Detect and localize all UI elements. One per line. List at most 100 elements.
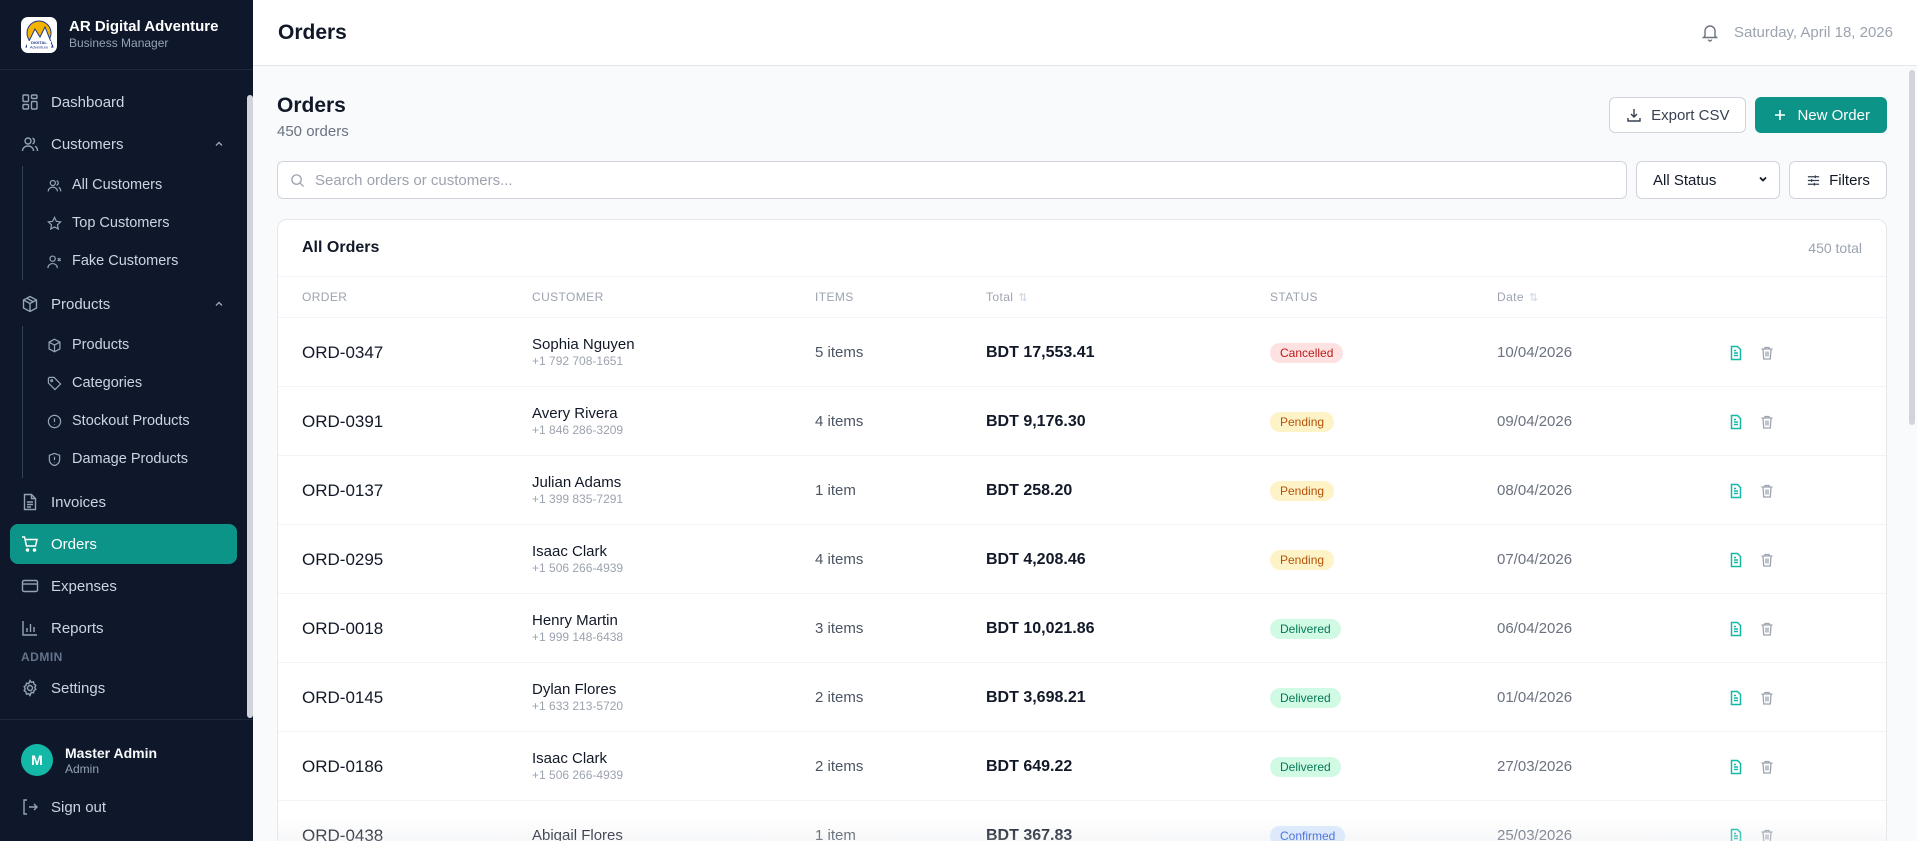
sidebar-item-label: Settings [51,679,106,697]
sign-out-button[interactable]: Sign out [0,798,253,816]
table-row[interactable]: ORD-0186 Isaac Clark +1 506 266-4939 2 i… [278,732,1886,801]
sidebar-item-products-list[interactable]: Products [23,326,247,364]
trash-icon[interactable] [1759,759,1775,775]
invoice-icon[interactable] [1728,759,1744,775]
order-date: 06/04/2026 [1497,620,1573,637]
customer-cell: Avery Rivera +1 846 286-3209 [532,387,623,456]
bell-icon[interactable] [1700,22,1720,42]
table-row[interactable]: ORD-0347 Sophia Nguyen +1 792 708-1651 5… [278,318,1886,387]
order-date: 25/03/2026 [1497,827,1573,841]
status-badge: Delivered [1270,756,1341,777]
sidebar-item-customers[interactable]: Customers [10,124,237,164]
orders-count: 450 orders [277,123,349,140]
sidebar-item-stockout-products[interactable]: Stockout Products [23,402,247,440]
invoice-icon[interactable] [1728,552,1744,568]
table-row[interactable]: ORD-0018 Henry Martin +1 999 148-6438 3 … [278,594,1886,663]
export-csv-label: Export CSV [1651,106,1730,124]
svg-text:Adventure: Adventure [30,44,49,49]
sidebar-item-products[interactable]: Products [10,284,237,324]
trash-icon[interactable] [1759,483,1775,499]
order-id[interactable]: ORD-0145 [302,687,384,707]
user-profile[interactable]: M Master Admin Admin [0,744,253,776]
orders-table-card: All Orders 450 total ORDER CUSTOMER ITEM… [277,219,1887,841]
invoice-icon[interactable] [1728,621,1744,637]
users-icon [21,135,39,153]
sidebar-item-reports[interactable]: Reports [10,608,237,648]
new-order-button[interactable]: New Order [1755,97,1887,133]
sidebar-item-label: Products [51,295,111,313]
orders-toolbar: All Status Filters [277,161,1887,199]
invoice-icon[interactable] [1728,345,1744,361]
sidebar-item-label: Stockout Products [72,413,190,429]
invoice-icon[interactable] [1728,690,1744,706]
svg-text:DIGITAL: DIGITAL [31,40,47,45]
customer-name: Julian Adams [532,474,622,491]
main-scrollbar[interactable] [1909,70,1915,425]
customer-name: Sophia Nguyen [532,336,635,353]
customer-phone: +1 633 213-5720 [532,699,624,713]
sidebar-item-fake-customers[interactable]: Fake Customers [23,242,247,280]
item-count: 1 item [815,827,856,841]
status-cell: Delivered [1270,732,1341,801]
order-id[interactable]: ORD-0347 [302,342,384,362]
sidebar-item-expenses[interactable]: Expenses [10,566,237,606]
sidebar-item-orders[interactable]: Orders [10,524,237,564]
sidebar-scrollbar[interactable] [247,95,253,718]
filters-button[interactable]: Filters [1789,161,1887,199]
sidebar-item-all-customers[interactable]: All Customers [23,166,247,204]
products-submenu: Products Categories Stockout Products Da… [22,326,247,478]
trash-icon[interactable] [1759,828,1775,841]
sidebar-item-settings[interactable]: Settings [10,668,237,708]
customer-name: Isaac Clark [532,543,608,560]
order-total: BDT 649.22 [986,757,1073,775]
table-row[interactable]: ORD-0145 Dylan Flores +1 633 213-5720 2 … [278,663,1886,732]
invoice-icon[interactable] [1728,828,1744,841]
header-title: Orders [278,20,347,44]
trash-icon[interactable] [1759,621,1775,637]
order-id[interactable]: ORD-0137 [302,480,384,500]
column-header-customer: CUSTOMER [532,290,604,304]
sidebar-item-categories[interactable]: Categories [23,364,247,402]
column-header-total[interactable]: Total ⇅ [986,290,1028,304]
customer-name: Abigail Flores [532,826,623,841]
export-csv-button[interactable]: Export CSV [1609,97,1747,133]
order-id[interactable]: ORD-0018 [302,618,384,638]
invoice-icon[interactable] [1728,414,1744,430]
sidebar-item-top-customers[interactable]: Top Customers [23,204,247,242]
status-badge: Delivered [1270,687,1341,708]
customer-cell: Dylan Flores +1 633 213-5720 [532,663,623,732]
status-cell: Delivered [1270,663,1341,732]
order-id[interactable]: ORD-0391 [302,411,384,431]
trash-icon[interactable] [1759,690,1775,706]
sidebar-item-invoices[interactable]: Invoices [10,482,237,522]
trash-icon[interactable] [1759,414,1775,430]
chevron-up-icon[interactable] [213,137,225,154]
customer-phone: +1 506 266-4939 [532,768,624,782]
customer-cell: Sophia Nguyen +1 792 708-1651 [532,318,635,387]
invoice-icon[interactable] [1728,483,1744,499]
order-date: 08/04/2026 [1497,482,1573,499]
chevron-up-icon[interactable] [213,297,225,314]
table-row[interactable]: ORD-0137 Julian Adams +1 399 835-7291 1 … [278,456,1886,525]
column-header-date[interactable]: Date ⇅ [1497,290,1539,304]
table-header: ORDER CUSTOMER ITEMS Total ⇅ STATUS Date ⇅ [278,277,1886,318]
table-row[interactable]: ORD-0391 Avery Rivera +1 846 286-3209 4 … [278,387,1886,456]
order-id[interactable]: ORD-0295 [302,549,384,569]
customer-phone: +1 399 835-7291 [532,492,624,506]
sidebar-item-label: Top Customers [72,215,170,231]
table-row[interactable]: ORD-0295 Isaac Clark +1 506 266-4939 4 i… [278,525,1886,594]
order-id[interactable]: ORD-0186 [302,756,384,776]
column-header-status: STATUS [1270,290,1318,304]
status-badge: Pending [1270,549,1335,570]
trash-icon[interactable] [1759,552,1775,568]
page-title: Orders [277,94,346,117]
order-id[interactable]: ORD-0438 [302,825,384,841]
status-filter-select[interactable]: All Status [1636,161,1780,199]
sidebar-item-damage-products[interactable]: Damage Products [23,440,247,478]
table-row[interactable]: ORD-0438 Abigail Flores 1 item BDT 367.8… [278,801,1886,841]
sidebar-item-label: Invoices [51,493,107,511]
trash-icon[interactable] [1759,345,1775,361]
cart-icon [21,535,39,553]
search-input[interactable] [315,171,1626,189]
sidebar-item-dashboard[interactable]: Dashboard [10,82,237,122]
